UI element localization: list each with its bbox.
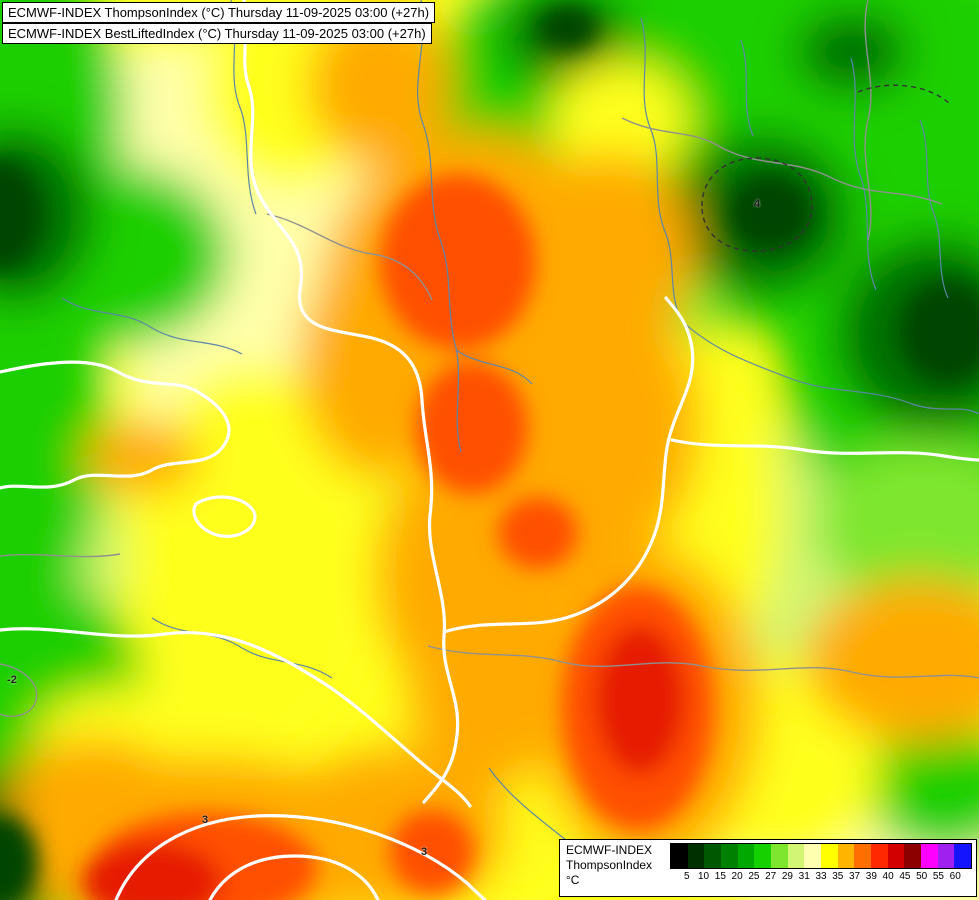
legend-color-cell [687, 844, 705, 868]
legend-tick: 37 [848, 871, 861, 882]
legend: ECMWF-INDEX ThompsonIndex °C 5 10 15 20 25 27… [559, 839, 977, 897]
legend-tick: 10 [697, 871, 710, 882]
map-color-region [84, 422, 200, 494]
legend-title: ECMWF-INDEX [566, 843, 652, 857]
map-line [151, 617, 333, 679]
legend-tick-labels: 5 10 15 20 25 27 29 31 33 35 37 39 40 45 50 55 60 [670, 869, 972, 884]
legend-tick: 60 [949, 871, 961, 882]
map-color-region [728, 175, 812, 251]
legend-color-cell [837, 844, 855, 868]
legend-tick: 20 [731, 871, 743, 882]
legend-color-cell [854, 844, 872, 868]
map-line [640, 17, 682, 321]
admin-border-lines [0, 0, 979, 718]
map-line [192, 495, 257, 538]
legend-tick: 25 [748, 871, 760, 882]
map-color-region [815, 440, 979, 610]
legend-unit: °C [566, 873, 580, 887]
legend-tick: 33 [815, 871, 827, 882]
map-color-region [867, 725, 979, 855]
map-color-region [10, 737, 180, 853]
legend-color-cell [921, 844, 938, 868]
legend-tick: 31 [798, 871, 810, 882]
legend-color-cell [904, 844, 922, 868]
map-color-region [538, 6, 598, 50]
map-color-region [380, 174, 536, 350]
legend-index-name: ThompsonIndex [566, 858, 653, 872]
map-color-region [530, 152, 694, 352]
dashed-contour-lines [701, 84, 951, 252]
map-line [864, 0, 872, 241]
map-color-region [308, 5, 452, 165]
map-line [850, 57, 877, 291]
map-color-region [0, 160, 42, 270]
map-line [61, 297, 243, 355]
map-color-region [416, 362, 528, 494]
map-line [427, 645, 979, 679]
map-color-region [498, 497, 578, 569]
map-line [0, 627, 472, 808]
legend-color-cell [671, 844, 688, 868]
map-line [442, 296, 695, 634]
map-line [455, 349, 533, 385]
map-color-region [390, 810, 474, 894]
map-line [919, 119, 949, 299]
title-best-lifted-index: ECMWF-INDEX BestLiftedIndex (°C) Thursda… [2, 23, 432, 44]
map-line [242, 0, 460, 804]
legend-text-block: ECMWF-INDEX ThompsonIndex °C [560, 840, 670, 896]
map-color-region [550, 60, 690, 180]
legend-tick: 50 [916, 871, 928, 882]
legend-tick: 40 [882, 871, 894, 882]
map-color-region [797, 12, 907, 92]
legend-color-cell [937, 844, 955, 868]
map-line [701, 157, 813, 252]
legend-color-cell [754, 844, 772, 868]
legend-tick: 29 [781, 871, 793, 882]
map-core-layer [0, 6, 979, 900]
legend-color-cell [721, 844, 738, 868]
legend-tick: 27 [765, 871, 777, 882]
map-line [208, 854, 380, 900]
map-color-region [410, 587, 554, 797]
map-line [0, 360, 231, 490]
map-line [417, 0, 462, 453]
map-line [266, 213, 433, 301]
legend-color-cell [954, 844, 972, 868]
map-line [0, 553, 121, 558]
legend-tick: 55 [932, 871, 944, 882]
title-thompson-index: ECMWF-INDEX ThompsonIndex (°C) Thursday … [2, 2, 436, 23]
map-color-region [0, 814, 38, 900]
legend-tick: 5 [683, 871, 690, 882]
map-line [0, 663, 38, 718]
legend-color-cell [737, 844, 755, 868]
legend-tick: 35 [832, 871, 844, 882]
legend-color-cell [871, 844, 888, 868]
legend-scale: 5 10 15 20 25 27 29 31 33 35 37 39 40 45 50 55 60 [670, 840, 976, 896]
map-color-region [900, 280, 979, 384]
legend-color-cell [887, 844, 905, 868]
legend-tick: 45 [899, 871, 911, 882]
map-line [680, 319, 979, 415]
map-line [670, 438, 979, 462]
legend-tick: 39 [865, 871, 877, 882]
map-line [621, 117, 943, 205]
legend-color-cell [804, 844, 822, 868]
map-color-region [82, 842, 222, 900]
legend-color-bar [670, 843, 972, 869]
legend-color-cell [771, 844, 788, 868]
legend-color-cell [821, 844, 838, 868]
map-color-region [806, 578, 979, 742]
legend-color-cell [787, 844, 805, 868]
map-line [114, 814, 487, 900]
legend-color-cell [704, 844, 722, 868]
legend-tick: 15 [714, 871, 726, 882]
map-color-region [595, 625, 685, 775]
map-line [857, 84, 951, 105]
map-line [740, 39, 754, 137]
